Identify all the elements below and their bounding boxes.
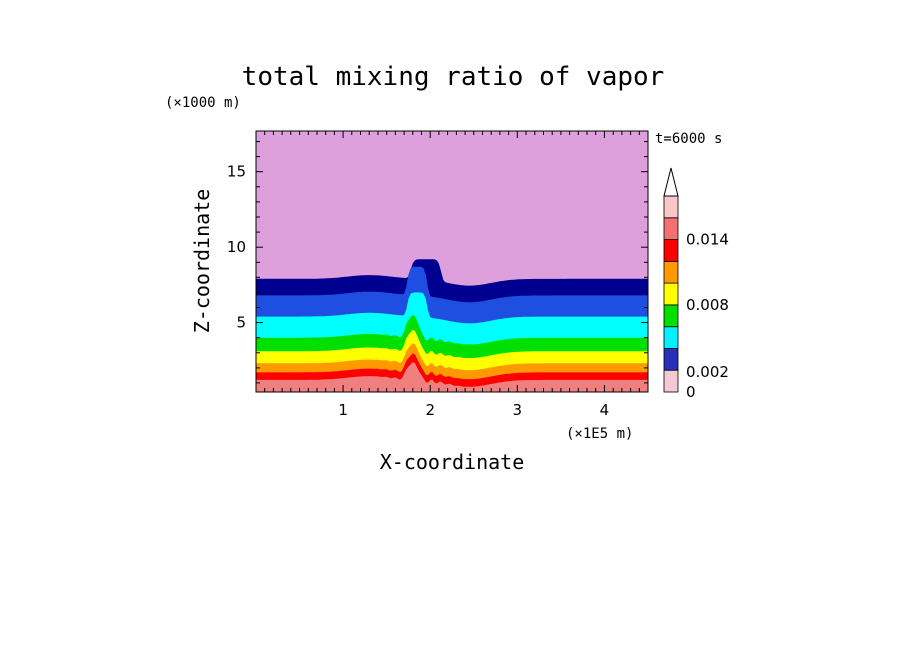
x-unit-label: (×1E5 m)	[566, 426, 633, 442]
colorbar-swatch	[663, 282, 679, 306]
colorbar-swatch	[663, 239, 679, 262]
colorbar-swatch	[663, 369, 679, 393]
x-tick-label: 2	[425, 401, 435, 419]
colorbar-swatch	[663, 326, 679, 349]
time-label: t=6000 s	[655, 131, 722, 147]
colorbar-label: 0.008	[686, 296, 729, 314]
y-tick-label: 10	[227, 238, 246, 256]
plot-frame	[255, 130, 649, 393]
colorbar-swatch	[663, 217, 679, 241]
x-tick-label: 4	[600, 401, 610, 419]
colorbar: 0 0.002 0.008 0.014	[663, 167, 729, 401]
colorbar-label: 0	[686, 383, 696, 401]
colorbar-swatch	[663, 260, 679, 284]
x-axis-label: X-coordinate	[380, 450, 525, 474]
axis-ticks: 1 2 3 4 5 10 15	[227, 131, 648, 419]
colorbar-swatch	[663, 347, 679, 371]
colorbar-extend-triangle	[663, 167, 679, 197]
colorbar-label: 0.002	[686, 363, 729, 381]
y-tick-label: 5	[236, 314, 246, 332]
plot-area: 1 2 3 4 5 10 15	[227, 130, 649, 419]
y-tick-label: 15	[227, 163, 246, 181]
y-axis-label: Z-coordinate	[190, 189, 214, 334]
x-tick-label: 1	[338, 401, 348, 419]
y-unit-label: (×1000 m)	[165, 95, 241, 111]
contour-field	[256, 131, 648, 392]
x-tick-label: 3	[513, 401, 523, 419]
colorbar-label: 0.014	[686, 231, 729, 249]
colorbar-swatch	[663, 304, 679, 328]
colorbar-swatch	[663, 195, 679, 219]
layer-band2	[256, 362, 648, 392]
chart-title: total mixing ratio of vapor	[242, 62, 665, 92]
